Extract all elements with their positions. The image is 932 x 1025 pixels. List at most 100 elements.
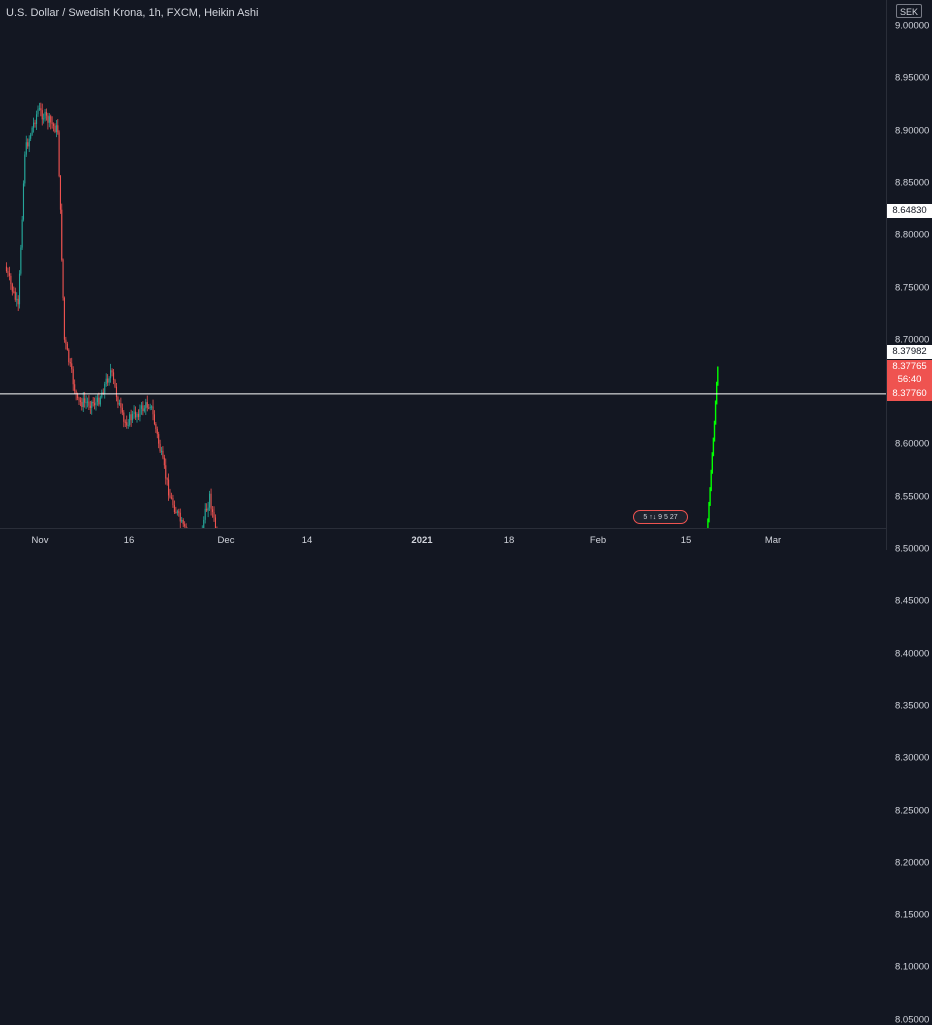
projection-candle [710, 469, 712, 492]
candle-body [48, 116, 50, 123]
time-tick-label: 18 [503, 535, 515, 546]
candle-body [69, 362, 71, 364]
candle-body [17, 298, 19, 305]
candle-body [88, 401, 90, 406]
candle-body [43, 118, 45, 120]
candle-body [143, 408, 145, 412]
candle-body [204, 508, 206, 520]
candle-body [58, 132, 60, 177]
projection-candle [717, 366, 719, 386]
candle-body [94, 403, 96, 406]
candle-body [140, 405, 142, 409]
price-tick-label: 8.05000 [895, 1014, 930, 1025]
candle-body [152, 406, 154, 415]
candle-body [61, 209, 63, 260]
candle-body [31, 127, 33, 135]
candle-body [33, 122, 35, 128]
candle-body [71, 363, 73, 370]
candle-body [95, 401, 97, 406]
time-tick-label: 14 [301, 535, 313, 546]
candle-body [92, 401, 94, 404]
candle-body [78, 397, 80, 401]
candle-body [98, 397, 100, 405]
candle-body [207, 507, 209, 511]
candle-body [170, 497, 173, 499]
dotted-line-price-label: 8.37982 [887, 345, 932, 359]
candle-body [105, 378, 107, 384]
candle-body [63, 297, 65, 340]
economic-events-badge[interactable]: 5 ↑↓ 9 5 27 [633, 510, 688, 524]
candle-body [10, 275, 12, 285]
candle-body [86, 401, 89, 403]
price-tick-label: 8.70000 [895, 334, 930, 346]
candle-body [102, 392, 104, 394]
projection-candle [708, 501, 710, 523]
price-tick-label: 8.25000 [895, 805, 930, 816]
projection-candle [714, 400, 717, 425]
candle-body [65, 339, 67, 344]
horizontal-line-price-label: 8.64830 [887, 204, 932, 218]
chart-area[interactable] [0, 0, 886, 528]
candle-body [11, 284, 13, 292]
candle-body [41, 110, 43, 120]
time-tick-label: 15 [680, 535, 692, 546]
projection-candle [716, 381, 718, 405]
candle-body [62, 259, 64, 298]
candle-body [210, 493, 212, 510]
candle-body [40, 108, 42, 111]
candle-body [158, 434, 160, 444]
time-tick-label: Mar [764, 535, 782, 546]
candle-body [149, 406, 151, 408]
candle-body [172, 498, 174, 506]
candle-body [121, 407, 123, 413]
time-axis[interactable]: Nov 16 Dec 14 2021 18 Feb 15 Mar [0, 528, 886, 551]
candle-body [79, 400, 81, 402]
candle-body [22, 183, 25, 220]
price-tick-label: 8.15000 [895, 909, 930, 921]
projection-candle [711, 452, 713, 474]
price-tick-label: 8.85000 [895, 177, 930, 189]
time-tick-label: 2021 [411, 535, 433, 546]
chart-canvas[interactable] [0, 0, 886, 528]
price-axis[interactable]: 9.00000 8.95000 8.90000 8.85000 8.80000 8.750… [886, 0, 932, 1025]
price-tick-label: 8.30000 [895, 752, 930, 764]
candle-body [168, 479, 170, 496]
time-tick-label: Nov [31, 535, 49, 546]
candle-body [44, 111, 46, 119]
candle-body [155, 423, 157, 430]
candle-body [130, 414, 132, 421]
candle-body [165, 465, 167, 479]
candle-body [118, 403, 120, 405]
price-tick-label: 8.50000 [895, 543, 930, 555]
candle-body [126, 422, 128, 426]
candle-body [127, 424, 129, 426]
candle-body [162, 450, 164, 458]
price-tick-label: 8.95000 [895, 72, 930, 84]
candle-body [21, 219, 23, 248]
candle-body [211, 509, 214, 513]
candle-body [156, 429, 158, 435]
price-tick-label: 8.55000 [895, 491, 930, 503]
price-tick-label: 8.40000 [895, 648, 930, 660]
price-tick-label: 8.35000 [895, 700, 930, 712]
candle-body [115, 386, 118, 398]
candle-body [139, 408, 141, 417]
price-tick-label: 9.00000 [895, 20, 930, 32]
candle-body [91, 401, 93, 408]
currency-badge[interactable]: SEK [896, 4, 922, 18]
candle-body [160, 450, 163, 452]
candle-body [123, 412, 125, 422]
candle-body [178, 511, 180, 513]
candle-body [14, 291, 16, 300]
price-tick-label: 8.75000 [895, 282, 930, 293]
candle-body [7, 271, 9, 274]
candle-body [107, 378, 109, 383]
candle-body [108, 378, 110, 383]
candle-body [51, 122, 53, 125]
candle-body [85, 402, 87, 404]
chart-title: U.S. Dollar / Swedish Krona, 1h, FXCM, H… [6, 7, 259, 19]
countdown-label: 56:40 [887, 373, 932, 387]
candle-body [213, 512, 215, 518]
time-tick-label: Dec [217, 535, 235, 546]
candle-body [136, 413, 138, 418]
